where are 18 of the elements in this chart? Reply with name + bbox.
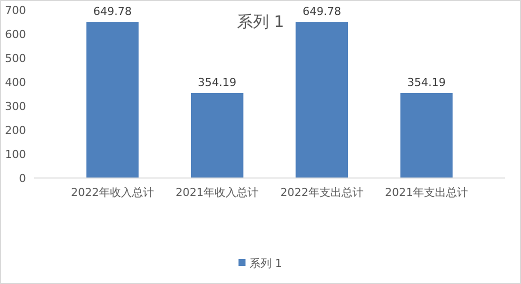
- x-tick-label: 2022年收入总计: [71, 186, 154, 199]
- y-tick-label: 500: [5, 52, 26, 65]
- x-tick-label: 2021年支出总计: [385, 186, 468, 199]
- y-tick-label: 400: [5, 76, 26, 89]
- y-tick-label: 700: [5, 4, 26, 17]
- y-tick-label: 300: [5, 100, 26, 113]
- data-label: 649.78: [93, 5, 132, 18]
- x-tick-label: 2021年收入总计: [176, 186, 259, 199]
- data-label: 354.19: [407, 76, 446, 89]
- data-label: 354.19: [198, 76, 236, 89]
- y-tick-label: 0: [19, 172, 26, 185]
- legend-label: 系列 1: [250, 256, 282, 270]
- x-tick-label: 2022年支出总计: [280, 186, 364, 199]
- y-tick-label: 600: [5, 28, 26, 41]
- chart-title: 系列 1: [236, 12, 284, 31]
- y-tick-label: 200: [5, 124, 26, 137]
- y-tick-label: 100: [5, 148, 26, 161]
- data-label: 649.78: [302, 5, 342, 18]
